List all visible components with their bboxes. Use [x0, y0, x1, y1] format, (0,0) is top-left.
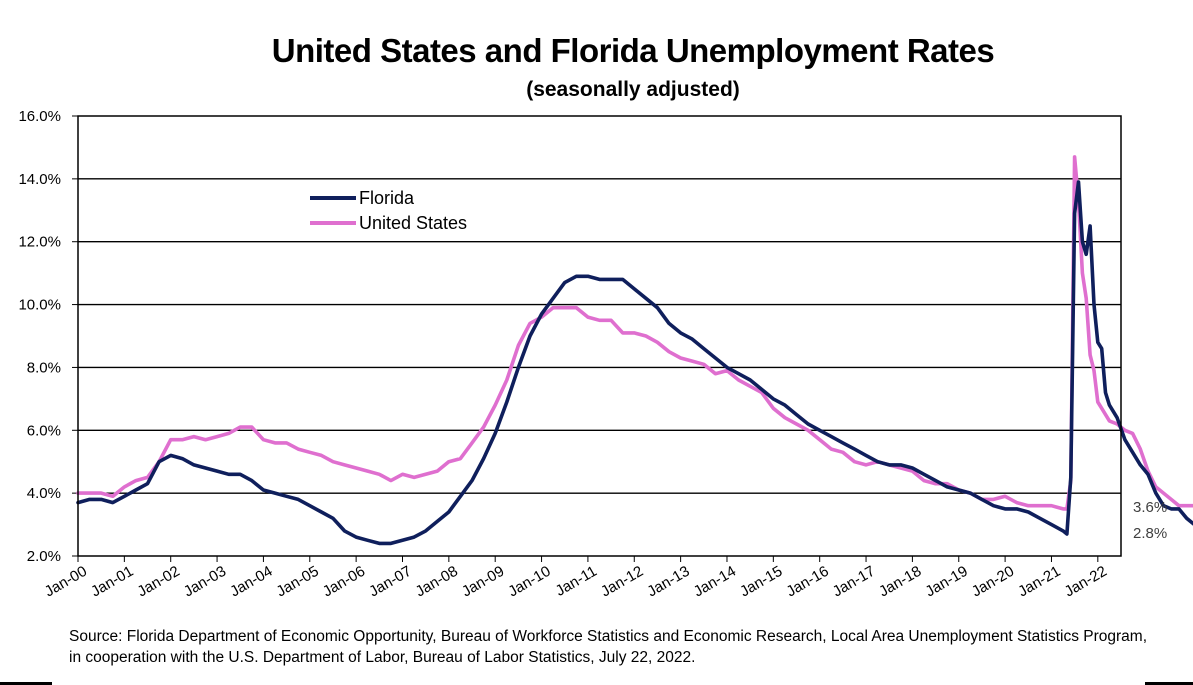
x-tick-label: Jan-04 — [227, 563, 275, 601]
x-tick-label: Jan-21 — [1015, 563, 1063, 601]
y-tick-label: 2.0% — [27, 548, 61, 565]
florida-series-line — [76, 180, 1193, 546]
plot-area-border — [77, 115, 1122, 557]
y-tick-label: 16.0% — [18, 108, 61, 125]
x-tick-label: Jan-16 — [783, 563, 831, 601]
gridlines — [78, 178, 1121, 494]
x-tick-label: Jan-20 — [969, 563, 1017, 601]
y-tick-label: 10.0% — [18, 297, 61, 314]
end-label-united-states: 3.6% — [1133, 499, 1167, 516]
x-tick-label: Jan-01 — [88, 563, 136, 601]
corner-rule-right — [1145, 682, 1193, 685]
x-tick-label: Jan-02 — [134, 563, 182, 601]
end-labels: 2.8% 3.6% — [1133, 499, 1167, 542]
legend: Florida United States — [310, 188, 467, 233]
x-tick-label: Jan-19 — [923, 563, 971, 601]
series-lines — [76, 155, 1193, 546]
y-tick-label: 8.0% — [27, 359, 61, 376]
corner-rule-left — [0, 682, 52, 685]
y-tick-label: 14.0% — [18, 171, 61, 188]
x-tick-label: Jan-14 — [691, 563, 739, 601]
legend-label-united-states: United States — [359, 213, 467, 233]
x-tick-label: Jan-00 — [42, 563, 90, 601]
x-tick-label: Jan-05 — [274, 563, 322, 601]
x-tick-label: Jan-17 — [830, 563, 878, 601]
source-note: Source: Florida Department of Economic O… — [69, 628, 1148, 666]
x-tick-label: Jan-22 — [1062, 563, 1110, 601]
chart-title: United States and Florida Unemployment R… — [271, 32, 995, 69]
x-tick-label: Jan-12 — [598, 563, 646, 601]
x-tick-label: Jan-09 — [459, 563, 507, 601]
x-tick-label: Jan-15 — [737, 563, 785, 601]
chart-subtitle: (seasonally adjusted) — [526, 78, 740, 101]
y-tick-label: 4.0% — [27, 485, 61, 502]
legend-label-florida: Florida — [359, 188, 415, 208]
x-tick-label: Jan-13 — [644, 563, 692, 601]
x-tick-label: Jan-10 — [505, 563, 553, 601]
y-tick-label: 12.0% — [18, 234, 61, 251]
united-states-series-line — [76, 155, 1193, 511]
x-tick-label: Jan-08 — [413, 563, 461, 601]
x-tick-label: Jan-11 — [553, 563, 600, 600]
x-tick-label: Jan-03 — [181, 563, 229, 601]
y-tick-label: 6.0% — [27, 422, 61, 439]
x-axis: Jan-00Jan-01Jan-02Jan-03Jan-04Jan-05Jan-… — [42, 556, 1110, 600]
y-axis: 2.0% 4.0% 6.0% 8.0% 10.0% 12.0% 14.0% 16.0% — [18, 108, 78, 565]
x-tick-label: Jan-18 — [876, 563, 924, 601]
x-tick-label: Jan-07 — [366, 563, 414, 601]
end-label-florida: 2.8% — [1133, 525, 1167, 542]
x-tick-label: Jan-06 — [320, 563, 368, 601]
